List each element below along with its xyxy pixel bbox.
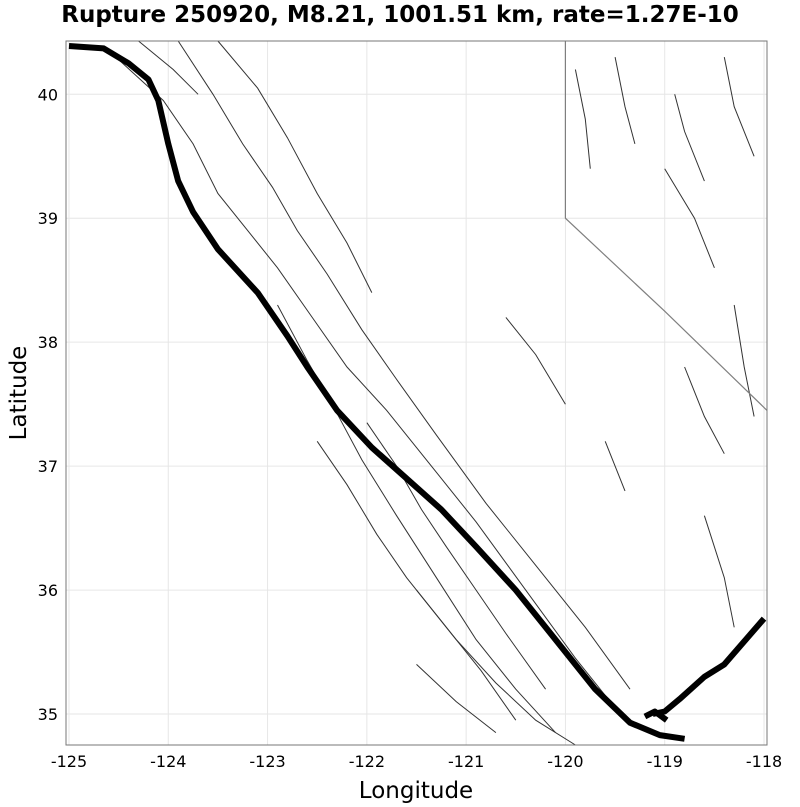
y-axis-label: Latitude bbox=[6, 346, 32, 441]
state-border-line bbox=[564, 41, 768, 411]
fault-trace bbox=[416, 589, 576, 746]
fault-trace bbox=[217, 40, 373, 293]
rupture-branch-trace bbox=[652, 616, 767, 717]
x-tick-label: -118 bbox=[746, 752, 782, 771]
fault-trace bbox=[505, 317, 566, 405]
y-tick-label: 40 bbox=[38, 85, 58, 104]
fault-trace bbox=[664, 168, 715, 268]
y-tick-labels: 35 36 37 38 39 40 bbox=[38, 85, 58, 724]
fault-trace bbox=[604, 441, 626, 492]
fault-trace bbox=[614, 57, 636, 145]
y-tick-label: 36 bbox=[38, 581, 58, 600]
chart-title: Rupture 250920, M8.21, 1001.51 km, rate=… bbox=[61, 2, 739, 28]
fault-trace bbox=[674, 94, 705, 182]
y-tick-label: 38 bbox=[38, 333, 58, 352]
x-axis-label: Longitude bbox=[359, 778, 473, 804]
fault-trace bbox=[118, 59, 616, 709]
x-tick-labels: -125 -124 -123 -122 -121 -120 -119 -118 bbox=[51, 752, 782, 771]
fault-trace bbox=[277, 304, 556, 733]
x-tick-label: -125 bbox=[51, 752, 87, 771]
x-tick-label: -120 bbox=[547, 752, 583, 771]
fault-trace bbox=[138, 40, 199, 95]
state-border bbox=[564, 41, 768, 411]
fault-trace bbox=[733, 304, 755, 417]
y-tick-label: 35 bbox=[38, 705, 58, 724]
x-tick-label: -121 bbox=[448, 752, 484, 771]
rupture-trace-group bbox=[68, 43, 767, 742]
rupture-main-trace bbox=[68, 43, 686, 742]
fault-trace bbox=[177, 40, 631, 690]
fault-trace bbox=[416, 664, 497, 733]
fault-trace bbox=[316, 441, 517, 721]
rupture-spur-trace bbox=[643, 708, 669, 723]
y-tick-label: 37 bbox=[38, 457, 58, 476]
x-tick-label: -119 bbox=[647, 752, 683, 771]
y-tick-label: 39 bbox=[38, 209, 58, 228]
x-tick-label: -122 bbox=[349, 752, 385, 771]
x-tick-label: -124 bbox=[150, 752, 186, 771]
plot-frame bbox=[65, 40, 768, 746]
x-tick-label: -123 bbox=[249, 752, 285, 771]
fault-trace bbox=[574, 69, 591, 169]
fault-trace bbox=[723, 57, 755, 157]
fault-traces bbox=[118, 40, 755, 746]
fault-trace bbox=[684, 366, 725, 454]
fault-trace bbox=[703, 515, 735, 628]
